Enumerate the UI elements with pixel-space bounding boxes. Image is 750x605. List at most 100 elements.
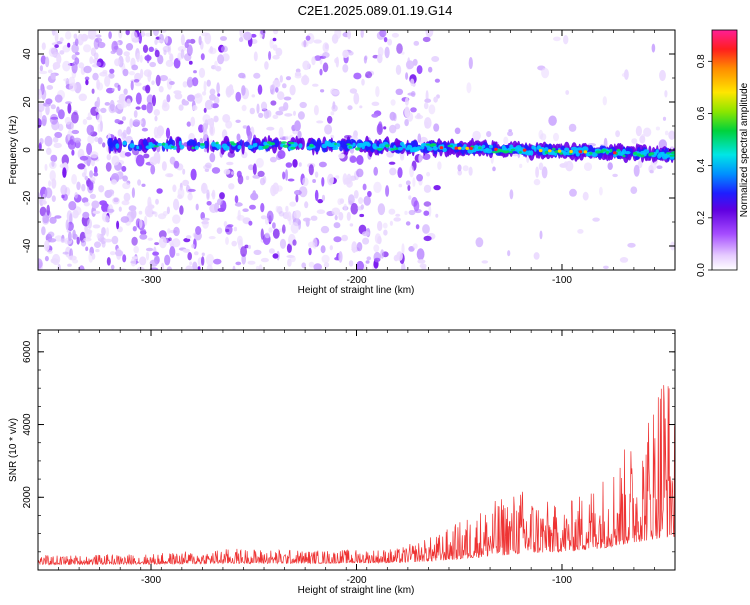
heatmap-cell (284, 113, 293, 117)
heatmap-cell (135, 154, 145, 167)
ridge-cell (122, 141, 127, 146)
colorbar-ticks: 0.0 0.2 0.4 0.6 0.8 (696, 54, 712, 277)
heatmap-cell (64, 116, 72, 125)
heatmap-cell (62, 251, 69, 255)
heatmap-cell (141, 127, 148, 132)
heatmap-cell (126, 126, 131, 135)
heatmap-cell (78, 93, 88, 102)
ridge-cell (390, 148, 396, 151)
heatmap-cell (285, 169, 288, 181)
heatmap-cell (342, 173, 348, 186)
heatmap-cell (177, 46, 187, 52)
heatmap-cell (45, 56, 50, 68)
ridge-cell (282, 144, 289, 148)
heatmap-cell (125, 55, 131, 63)
heatmap-cell (289, 84, 296, 96)
heatmap-cell (435, 213, 439, 218)
heatmap-cell (316, 120, 324, 124)
heatmap-cell (272, 114, 279, 120)
heatmap-cell (404, 210, 408, 215)
ridge-cell (194, 145, 199, 150)
heatmap-cell (289, 201, 297, 207)
heatmap-cell (481, 260, 489, 264)
heatmap-cell (619, 257, 629, 263)
heatmap-cell (204, 99, 214, 110)
heatmap-cell (630, 186, 638, 194)
heatmap-cell (118, 30, 123, 39)
x-tick-label: -300 (141, 275, 161, 286)
heatmap-cell (253, 249, 262, 255)
heatmap-cell (301, 75, 310, 86)
heatmap-cell (457, 164, 462, 172)
heatmap-cell (417, 259, 426, 264)
heatmap-cell (553, 36, 561, 42)
heatmap-cell (204, 32, 212, 45)
heatmap-cell (349, 223, 354, 227)
heatmap-cell (338, 211, 344, 221)
heatmap-cell (80, 239, 87, 247)
heatmap-cell (106, 257, 111, 266)
heatmap-cell (173, 58, 181, 69)
heatmap-cell (182, 179, 190, 187)
heatmap-cell (118, 206, 122, 212)
heatmap-cell (247, 130, 253, 141)
heatmap-cell (69, 82, 77, 92)
heatmap-cell (97, 41, 106, 49)
heatmap-cell (56, 53, 62, 65)
ridge-cell (334, 142, 337, 146)
heatmap-cell (101, 240, 106, 248)
heatmap-cell (322, 62, 329, 73)
heatmap-cell (407, 184, 411, 191)
heatmap-cell (635, 125, 643, 137)
ridge-cell (280, 141, 287, 144)
heatmap-cell (236, 214, 245, 221)
heatmap-cell (123, 192, 131, 202)
heatmap-cell (83, 166, 87, 177)
heatmap-cell (48, 180, 52, 187)
heatmap-cell (343, 203, 348, 211)
heatmap-cell (93, 172, 99, 177)
ridge-cell (397, 146, 403, 151)
ridge-cell (576, 147, 583, 151)
heatmap-cell (408, 195, 412, 200)
heatmap-cell (45, 104, 50, 116)
heatmap-cell (366, 256, 372, 261)
heatmap-cell (38, 103, 45, 113)
x-tick-label: -300 (141, 575, 161, 586)
heatmap-cell (158, 86, 164, 93)
heatmap-cell (541, 166, 548, 179)
heatmap-cell (363, 195, 371, 206)
heatmap-cell (209, 152, 216, 163)
heatmap-cell (275, 110, 284, 116)
heatmap-cell (612, 173, 618, 178)
heatmap-cell (335, 175, 340, 180)
ridge-cell (589, 152, 593, 155)
heatmap-cell (174, 92, 183, 100)
ridge-peak-cell (494, 147, 498, 151)
heatmap-cell (50, 154, 58, 163)
colorbar-tick-label: 0.4 (696, 158, 707, 172)
heatmap-cell (242, 208, 249, 212)
heatmap-cell (235, 119, 241, 124)
heatmap-cell (387, 38, 393, 46)
heatmap-cell (540, 133, 547, 141)
ridge-cell (632, 151, 638, 155)
heatmap-cell (338, 153, 345, 159)
ridge-cell (171, 145, 175, 149)
ridge-cell (129, 143, 135, 149)
heatmap-cell (206, 79, 211, 87)
heatmap-cell (156, 125, 165, 137)
heatmap-cell (373, 244, 380, 253)
heatmap-cell (217, 93, 221, 97)
heatmap-cell (85, 35, 93, 39)
heatmap-cell (278, 106, 286, 112)
heatmap-cell (122, 175, 128, 182)
heatmap-cell (312, 179, 316, 183)
heatmap-cell (342, 49, 349, 59)
heatmap-cell (51, 178, 57, 189)
heatmap-cell (333, 236, 342, 243)
heatmap-cell (76, 181, 81, 191)
heatmap-ridge (107, 135, 675, 164)
heatmap-cell (348, 51, 354, 56)
